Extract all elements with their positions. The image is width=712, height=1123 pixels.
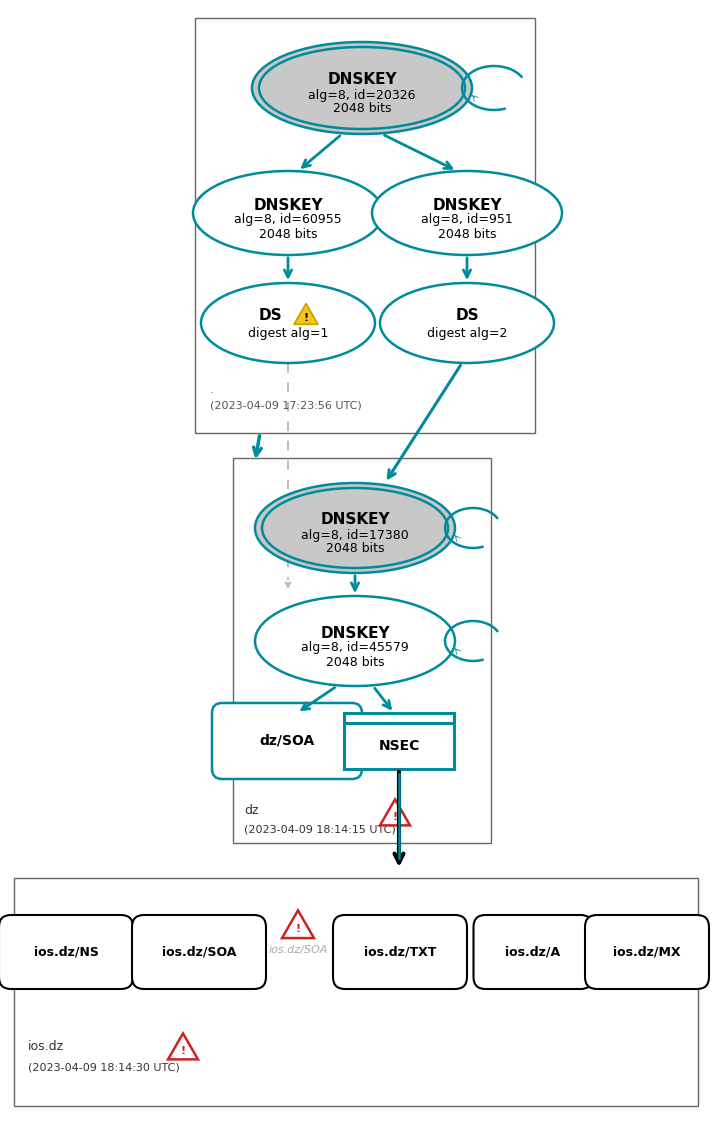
Text: DNSKEY: DNSKEY [432, 198, 502, 212]
Ellipse shape [193, 171, 383, 255]
Ellipse shape [252, 42, 472, 134]
FancyBboxPatch shape [0, 915, 133, 989]
Polygon shape [282, 911, 314, 938]
Ellipse shape [201, 283, 375, 363]
Text: DNSKEY: DNSKEY [253, 198, 323, 212]
Text: 2048 bits: 2048 bits [326, 656, 384, 668]
Text: dz: dz [244, 804, 258, 818]
FancyBboxPatch shape [14, 878, 698, 1106]
FancyBboxPatch shape [233, 458, 491, 843]
Text: 2048 bits: 2048 bits [326, 542, 384, 556]
Text: (2023-04-09 18:14:30 UTC): (2023-04-09 18:14:30 UTC) [28, 1062, 179, 1072]
Polygon shape [380, 800, 410, 825]
FancyBboxPatch shape [195, 18, 535, 433]
Text: 2048 bits: 2048 bits [438, 228, 496, 240]
Text: ios.dz/A: ios.dz/A [506, 946, 560, 959]
Text: NSEC: NSEC [378, 739, 419, 754]
FancyBboxPatch shape [132, 915, 266, 989]
Ellipse shape [380, 283, 554, 363]
FancyBboxPatch shape [473, 915, 592, 989]
Ellipse shape [372, 171, 562, 255]
Text: alg=8, id=17380: alg=8, id=17380 [301, 529, 409, 541]
Text: dz/SOA: dz/SOA [259, 734, 315, 748]
Text: ios.dz: ios.dz [28, 1040, 64, 1053]
FancyBboxPatch shape [585, 915, 709, 989]
FancyBboxPatch shape [344, 713, 454, 769]
Text: alg=8, id=60955: alg=8, id=60955 [234, 213, 342, 227]
Text: DS: DS [455, 309, 478, 323]
Text: alg=8, id=45579: alg=8, id=45579 [301, 641, 409, 655]
Text: (2023-04-09 18:14:15 UTC): (2023-04-09 18:14:15 UTC) [244, 824, 396, 834]
Text: 2048 bits: 2048 bits [333, 102, 392, 116]
Text: !: ! [180, 1046, 186, 1056]
Text: !: ! [303, 313, 308, 323]
Text: DNSKEY: DNSKEY [320, 512, 389, 528]
Ellipse shape [255, 483, 455, 573]
FancyBboxPatch shape [333, 915, 467, 989]
Polygon shape [168, 1033, 198, 1059]
Text: ios.dz/SOA: ios.dz/SOA [268, 944, 328, 955]
Text: .: . [210, 385, 214, 395]
Text: !: ! [295, 924, 300, 934]
Text: digest alg=2: digest alg=2 [426, 327, 507, 339]
Ellipse shape [255, 596, 455, 686]
Text: ios.dz/SOA: ios.dz/SOA [162, 946, 236, 959]
FancyBboxPatch shape [212, 703, 362, 779]
Polygon shape [294, 303, 318, 325]
Text: DNSKEY: DNSKEY [320, 626, 389, 640]
Text: !: ! [392, 812, 397, 822]
Text: digest alg=1: digest alg=1 [248, 327, 328, 339]
Text: alg=8, id=20326: alg=8, id=20326 [308, 89, 416, 101]
Text: DNSKEY: DNSKEY [328, 73, 397, 88]
Text: 2048 bits: 2048 bits [258, 228, 318, 240]
Text: ios.dz/MX: ios.dz/MX [613, 946, 681, 959]
Text: ios.dz/TXT: ios.dz/TXT [364, 946, 436, 959]
Text: alg=8, id=951: alg=8, id=951 [421, 213, 513, 227]
Text: (2023-04-09 17:23:56 UTC): (2023-04-09 17:23:56 UTC) [210, 400, 362, 410]
Text: DS: DS [258, 309, 282, 323]
Text: ios.dz/NS: ios.dz/NS [33, 946, 98, 959]
